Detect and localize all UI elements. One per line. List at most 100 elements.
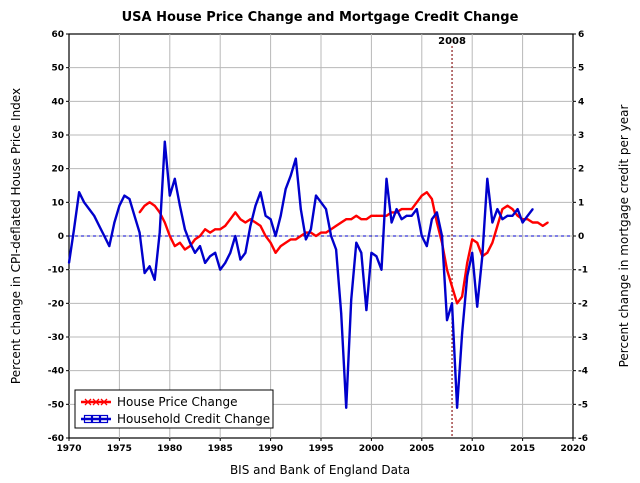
data-point-household-credit-change <box>501 218 504 221</box>
x-tick-label: 1985 <box>208 444 233 454</box>
y-right-tick-label: -3 <box>578 333 588 343</box>
data-point-household-credit-change <box>294 157 297 160</box>
data-point-household-credit-change <box>521 221 524 224</box>
legend-label: House Price Change <box>117 395 237 409</box>
data-point-house-price-change <box>274 251 277 254</box>
data-point-house-price-change <box>466 261 469 264</box>
data-point-household-credit-change <box>425 245 428 248</box>
data-point-household-credit-change <box>420 235 423 237</box>
data-point-house-price-change <box>491 241 494 244</box>
y-right-tick-label: -1 <box>578 266 588 276</box>
y-left-tick-label: -10 <box>48 266 64 276</box>
data-point-house-price-change <box>163 221 166 224</box>
data-point-house-price-change <box>471 238 474 241</box>
data-point-house-price-change <box>148 201 151 204</box>
x-tick-label: 1995 <box>308 444 333 454</box>
data-point-house-price-change <box>143 204 146 207</box>
y-right-tick-label: 1 <box>578 198 584 208</box>
series-line-house-price-change <box>138 191 549 305</box>
data-point-household-credit-change <box>451 302 454 305</box>
data-point-house-price-change <box>370 214 373 217</box>
data-point-house-price-change <box>435 221 438 224</box>
x-tick-label: 1990 <box>258 444 283 454</box>
data-point-household-credit-change <box>345 406 348 409</box>
data-point-house-price-change <box>400 208 403 211</box>
data-point-household-credit-change <box>279 214 282 217</box>
data-point-house-price-change <box>420 194 423 197</box>
x-tick-label: 2020 <box>560 444 585 454</box>
grid-layer <box>69 34 573 438</box>
data-point-household-credit-change <box>178 204 181 207</box>
data-point-house-price-change <box>314 235 317 237</box>
data-point-house-price-change <box>425 191 428 194</box>
data-point-house-price-change <box>546 221 549 224</box>
data-point-household-credit-change <box>375 255 378 258</box>
data-point-household-credit-change <box>446 319 448 322</box>
data-point-household-credit-change <box>108 245 111 248</box>
data-point-household-credit-change <box>204 261 207 264</box>
data-point-house-price-change <box>284 241 287 244</box>
y-axis-left-label: Percent change in CPI-deflated House Pri… <box>9 88 23 384</box>
data-point-house-price-change <box>380 214 383 217</box>
data-point-household-credit-change <box>481 255 484 258</box>
x-tick-label: 1975 <box>107 444 132 454</box>
data-point-house-price-change <box>516 214 519 217</box>
data-point-household-credit-change <box>93 214 96 217</box>
data-point-house-price-change <box>209 231 212 234</box>
data-point-house-price-change <box>168 235 171 237</box>
data-point-household-credit-change <box>214 251 217 254</box>
data-point-household-credit-change <box>118 204 121 207</box>
data-point-household-credit-change <box>264 214 267 217</box>
y-left-tick-label: -20 <box>48 299 64 309</box>
data-point-household-credit-change <box>224 261 227 264</box>
data-point-house-price-change <box>194 238 196 241</box>
data-point-house-price-change <box>234 211 237 214</box>
y-left-tick-label: -50 <box>48 400 64 410</box>
data-point-house-price-change <box>340 221 343 224</box>
data-point-household-credit-change <box>209 255 212 258</box>
data-point-household-credit-change <box>476 305 479 308</box>
data-point-household-credit-change <box>531 208 534 211</box>
data-point-household-credit-change <box>113 221 116 224</box>
data-point-household-credit-change <box>138 231 141 234</box>
data-point-house-price-change <box>536 221 539 224</box>
y-right-tick-label: -6 <box>578 434 588 444</box>
data-point-house-price-change <box>456 302 459 305</box>
data-point-household-credit-change <box>249 224 252 227</box>
data-point-household-credit-change <box>309 228 312 231</box>
annotation-label: 2008 <box>438 36 466 47</box>
y-right-tick-label: -2 <box>578 299 588 309</box>
data-point-household-credit-change <box>385 177 388 180</box>
data-point-household-credit-change <box>148 265 151 268</box>
data-point-household-credit-change <box>199 245 202 248</box>
legend-marker-square <box>99 414 109 424</box>
data-point-house-price-change <box>410 208 413 211</box>
legend-marker-square <box>83 414 93 424</box>
data-point-house-price-change <box>219 228 222 231</box>
y-left-tick-label: 60 <box>51 30 64 40</box>
data-point-household-credit-change <box>234 235 237 237</box>
y-right-tick-label: 3 <box>578 131 584 141</box>
data-point-household-credit-change <box>511 214 514 217</box>
legend-marker-square <box>91 414 101 424</box>
data-point-house-price-change <box>526 218 529 221</box>
data-point-household-credit-change <box>299 208 302 211</box>
data-point-household-credit-change <box>335 248 338 251</box>
data-point-household-credit-change <box>194 251 196 254</box>
data-point-house-price-change <box>496 224 499 227</box>
legend-marker-x <box>100 398 108 406</box>
data-point-household-credit-change <box>496 208 499 211</box>
data-point-household-credit-change <box>259 191 262 194</box>
data-point-house-price-change <box>375 214 378 217</box>
data-point-household-credit-change <box>158 231 161 234</box>
data-point-house-price-change <box>138 211 141 214</box>
data-point-house-price-change <box>350 218 353 221</box>
data-point-household-credit-change <box>325 208 328 211</box>
data-point-household-credit-change <box>471 251 474 254</box>
data-point-household-credit-change <box>395 208 398 211</box>
data-point-household-credit-change <box>405 214 408 217</box>
data-point-house-price-change <box>486 251 489 254</box>
data-point-house-price-change <box>229 218 232 221</box>
data-point-house-price-change <box>446 268 448 271</box>
